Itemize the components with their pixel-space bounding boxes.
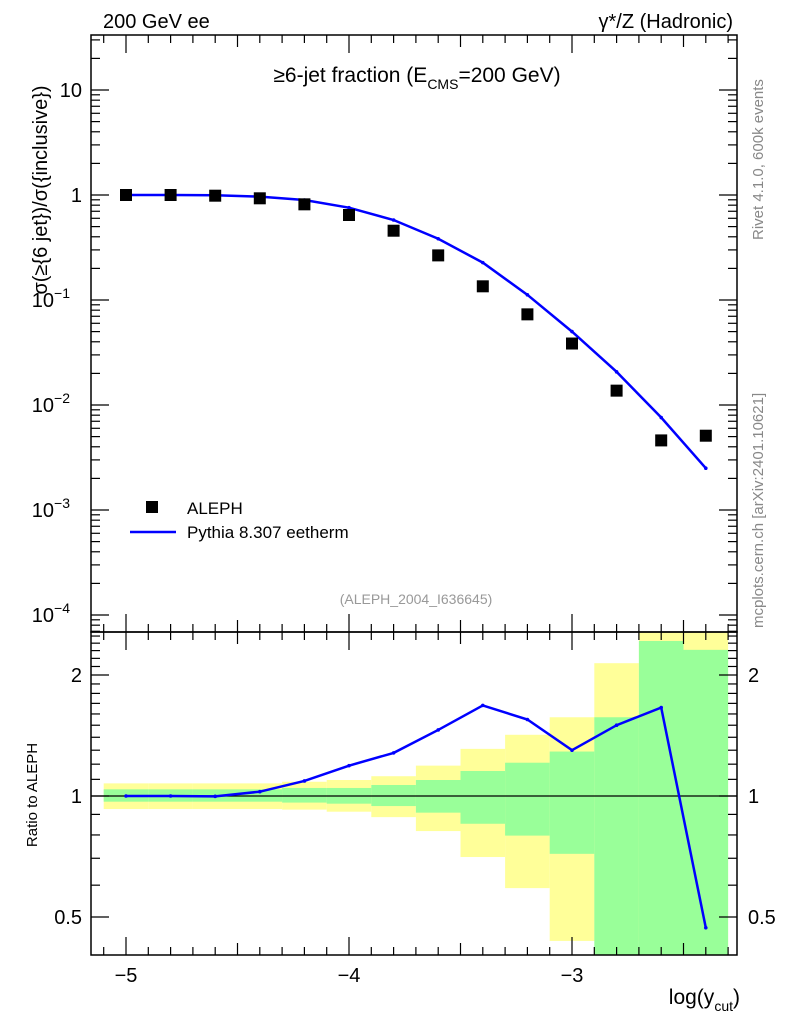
ratio-point: [213, 794, 217, 799]
ratio-y-tick-label-left: 1: [71, 786, 82, 808]
legend: ALEPH Pythia 8.307 eetherm: [130, 499, 349, 542]
pythia-point: [391, 218, 396, 222]
analysis-watermark: (ALEPH_2004_I636645): [340, 591, 493, 607]
x-tick-label: −5: [115, 965, 138, 987]
aleph-data-point: [521, 308, 534, 321]
main-y-tick-label: 10−1: [32, 285, 70, 312]
aleph-data-point: [253, 192, 266, 205]
aleph-data-point: [432, 249, 445, 262]
ratio-y-tick-label-left: 2: [71, 665, 82, 687]
pythia-line: [126, 193, 707, 470]
stat-uncertainty-band: [282, 787, 327, 803]
main-y-axis-label: σ(≥{6 jet})/σ({inclusive}): [30, 85, 52, 294]
ratio-uncertainty-bands: [103, 632, 729, 955]
ratio-y-tick-label-right: 1: [748, 786, 759, 808]
stat-uncertainty-band: [460, 770, 506, 824]
pythia-point: [525, 293, 530, 297]
aleph-data-point: [610, 384, 623, 397]
aleph-data-point: [476, 280, 489, 293]
aleph-data-point: [387, 224, 400, 237]
aleph-data-point: [655, 434, 668, 447]
aleph-data-point: [209, 189, 222, 202]
pythia-point: [481, 260, 485, 265]
ratio-point: [347, 763, 351, 768]
pythia-point: [347, 205, 351, 210]
x-tick-label: −4: [338, 965, 361, 987]
main-frame: [90, 34, 738, 633]
legend-aleph-marker: [146, 501, 158, 513]
stat-uncertainty-band: [638, 641, 684, 955]
ratio-point: [525, 717, 530, 722]
mcplots-label: mcplots.cern.ch [arXiv:2401.10621]: [750, 393, 767, 628]
stat-uncertainty-band: [594, 717, 639, 955]
aleph-data-point: [566, 337, 578, 350]
ratio-point: [391, 751, 396, 755]
stat-uncertainty-band: [683, 649, 729, 955]
ratio-point: [436, 728, 441, 732]
data-marks: [120, 189, 712, 930]
stat-uncertainty-band: [549, 751, 595, 854]
main-y-tick-label: 10−2: [32, 390, 70, 417]
ratio-point: [570, 748, 574, 753]
axis-ticks: [91, 35, 737, 955]
ratio-point: [124, 794, 128, 798]
pythia-point: [436, 236, 441, 241]
rivet-version-label: Rivet 4.1.0, 600k events: [750, 79, 767, 240]
pythia-point: [704, 466, 708, 471]
main-y-tick-label: 10: [60, 80, 82, 102]
x-tick-label: −3: [561, 965, 584, 987]
ratio-line: [126, 704, 708, 929]
header-left-label: 200 GeV ee: [103, 11, 210, 33]
plot-title: ≥6-jet fraction (ECMS=200 GeV): [273, 64, 560, 92]
pythia-point: [614, 370, 619, 374]
tick-labels: −5 −4 −3 10−4 10−3 10−2 10−1 1 10 0.5 0.5 1 1 2 2: [32, 80, 776, 987]
aleph-data-point: [298, 198, 311, 211]
main-y-tick-label: 1: [71, 185, 82, 207]
aleph-data-point: [164, 189, 177, 201]
legend-pythia-label: Pythia 8.307 eetherm: [187, 523, 349, 542]
stat-uncertainty-band: [505, 762, 550, 836]
ratio-point: [704, 926, 708, 930]
ratio-y-tick-label-left: 0.5: [54, 907, 82, 929]
main-y-tick-label: 10−3: [32, 495, 70, 522]
ratio-point: [614, 723, 619, 728]
ratio-point: [659, 705, 663, 710]
ratio-point: [168, 794, 173, 798]
ratio-y-tick-label-right: 0.5: [748, 907, 776, 929]
pythia-point: [570, 329, 574, 334]
header-right-label: γ*/Z (Hadronic): [599, 11, 733, 33]
aleph-data-point: [120, 189, 132, 201]
aleph-data-point: [343, 208, 355, 221]
aleph-data-point: [699, 429, 712, 442]
ratio-point: [258, 789, 262, 794]
legend-aleph-label: ALEPH: [187, 499, 243, 518]
pythia-point: [659, 415, 663, 420]
ratio-point: [302, 779, 307, 783]
main-y-tick-label: 10−4: [32, 600, 70, 627]
ratio-y-tick-label-right: 2: [748, 665, 759, 687]
ratio-point: [481, 703, 485, 708]
ratio-y-axis-label: Ratio to ALEPH: [24, 743, 41, 847]
ratio-frame: [90, 631, 738, 956]
x-axis-label: log(ycut): [669, 986, 740, 1014]
